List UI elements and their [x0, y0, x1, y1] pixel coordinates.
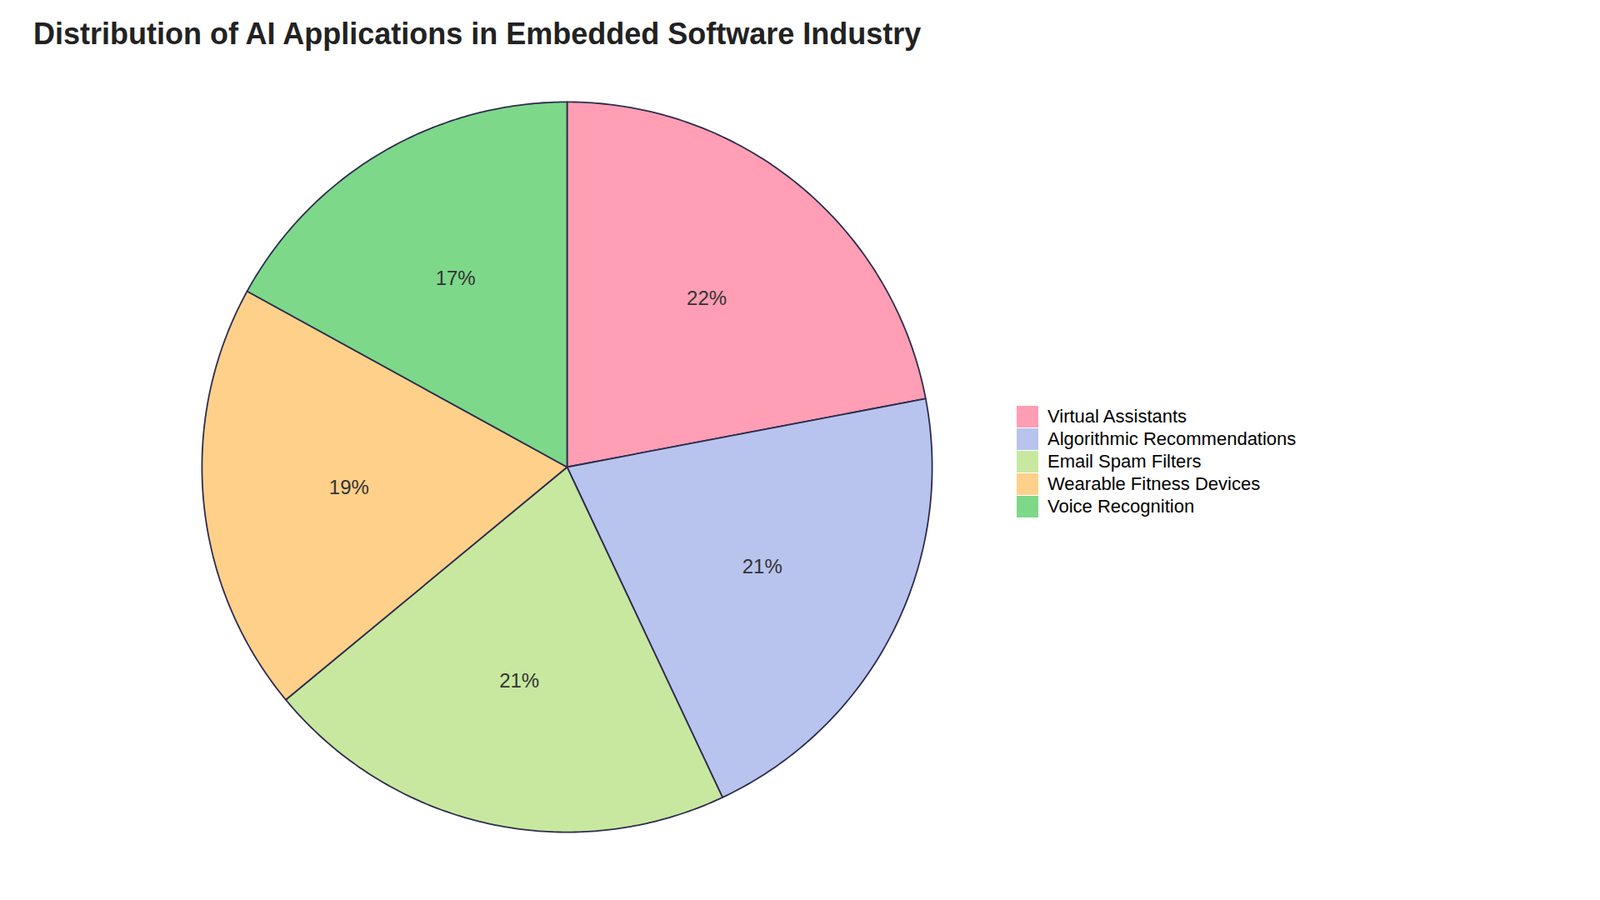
html-text:Wearable Fitness Devices: Wearable Fitness Devices: [1047, 473, 1261, 495]
svg-text:19%: 19%: [329, 475, 370, 499]
html-text:Algorithmic Recommendations: Algorithmic Recommendations: [1047, 428, 1297, 450]
html-text:Voice Recognition: Voice Recognition: [1047, 495, 1195, 517]
svg-text:22%: 22%: [686, 286, 727, 310]
html-text:Email Spam Filters: Email Spam Filters: [1047, 450, 1202, 472]
svg-text:21%: 21%: [499, 669, 540, 692]
svg-text:17%: 17%: [435, 266, 476, 290]
html-text:Distribution of AI Application: Distribution of AI Applications in Embed…: [33, 16, 922, 51]
html-text:Virtual Assistants: Virtual Assistants: [1047, 405, 1187, 427]
svg-text:21%: 21%: [742, 555, 783, 578]
